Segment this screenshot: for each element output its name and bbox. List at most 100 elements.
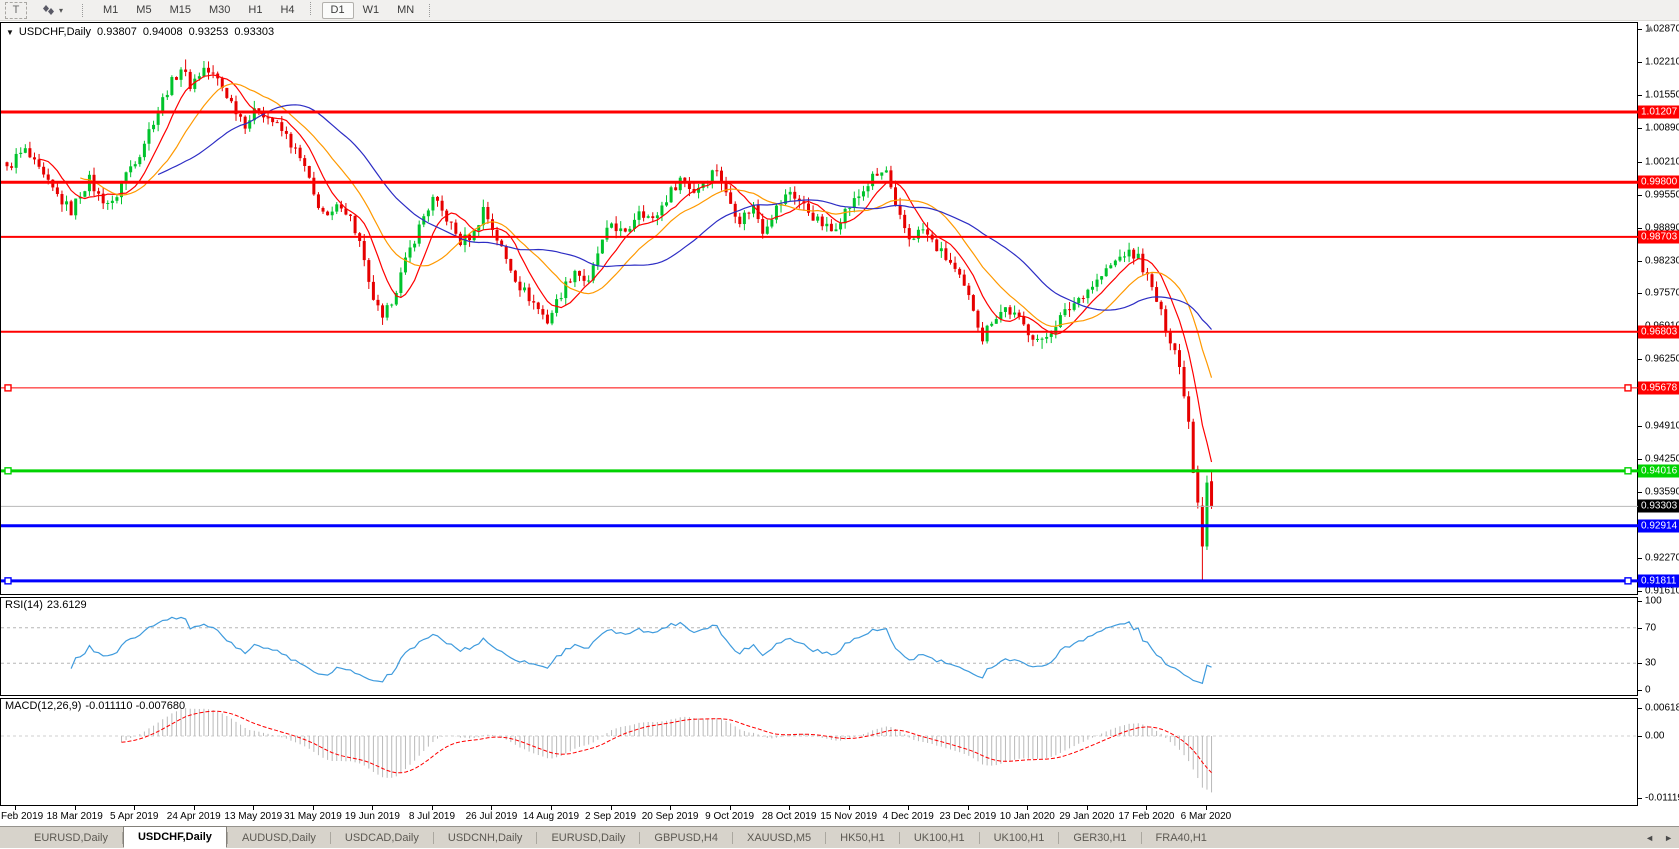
date-label: 2 Sep 2019 (584, 811, 637, 822)
tab-separator (121, 831, 123, 844)
tab-uk100-h1[interactable]: UK100,H1 (913, 831, 965, 844)
price-line-label-0.91811[interactable]: 0.91811 (1638, 574, 1679, 588)
tab-separator (329, 831, 331, 844)
price-tick-label: 1.02210 (1645, 56, 1679, 68)
chart-tabs-bar: EURUSD,Daily USDCHF,Daily AUDUSD,Daily USDC… (0, 825, 1679, 848)
text-tool-button[interactable]: T (5, 1, 27, 19)
tab-separator (536, 831, 538, 844)
axis-tick (1638, 708, 1642, 709)
timeframe-button-d1[interactable]: D1 (321, 1, 354, 19)
date-label: 19 Jun 2019 (344, 811, 400, 822)
tab-scroll-right-icon[interactable]: ► (1664, 833, 1673, 843)
cursor-style-dropdown-button[interactable]: ▾ (33, 2, 72, 19)
macd-signal-line (121, 710, 1212, 774)
date-tick (1205, 806, 1207, 810)
tab-fra40-h1[interactable]: FRA40,H1 (1155, 831, 1207, 844)
timeframe-button-m5[interactable]: M5 (136, 4, 152, 16)
price-line-label-0.96803[interactable]: 0.96803 (1638, 325, 1679, 339)
price-tick-label: 0.92270 (1645, 552, 1679, 564)
line-handle[interactable] (1624, 577, 1632, 585)
toolbar-grip[interactable] (429, 3, 435, 17)
date-label: 14 Aug 2019 (522, 811, 580, 822)
ma-fast-line[interactable] (38, 74, 1213, 463)
macd-tick-label: 0.00 (1645, 730, 1665, 742)
price-line-label-0.99800[interactable]: 0.99800 (1638, 175, 1679, 189)
price-chart-panel[interactable]: ▼ USDCHF,Daily 0.93807 0.94008 0.93253 0.9330… (0, 22, 1638, 595)
timeframe-button-m15[interactable]: M15 (169, 4, 191, 16)
timeframe-button-w1[interactable]: W1 (362, 4, 380, 16)
rsi-tick-label: 0 (1645, 684, 1651, 696)
date-tick (848, 806, 850, 810)
axis-tick (1638, 426, 1642, 428)
axis-tick (1638, 293, 1642, 295)
tab-usdcad-daily[interactable]: USDCAD,Daily (344, 831, 419, 844)
date-label: 31 May 2019 (283, 811, 342, 822)
tab-xauusd-m5[interactable]: XAUUSD,M5 (746, 831, 812, 844)
axis-tick (1638, 690, 1642, 691)
toolbar-grip[interactable] (82, 3, 88, 17)
axis-tick (1638, 663, 1642, 665)
axis-tick (1638, 798, 1642, 799)
tab-scroll-left-icon[interactable]: ◄ (1645, 833, 1655, 843)
date-label: 29 Jan 2020 (1059, 811, 1115, 822)
candlestick-chart[interactable] (1, 23, 1638, 594)
price-tick-label: 1.01550 (1645, 89, 1679, 101)
rsi-panel[interactable]: RSI(14) 23.6129 (0, 597, 1638, 696)
ma-slow-line[interactable] (157, 104, 1212, 330)
price-line-label-0.92914[interactable]: 0.92914 (1638, 519, 1679, 533)
price-line-label-1.01207[interactable]: 1.01207 (1638, 105, 1679, 119)
tab-gbpusd-h4[interactable]: GBPUSD,H4 (654, 831, 718, 844)
date-tick (253, 806, 255, 810)
price-tick-label: 0.96250 (1645, 353, 1679, 365)
line-handle[interactable] (1624, 467, 1632, 475)
line-handle[interactable] (4, 577, 12, 585)
tab-eurusd-daily[interactable]: EURUSD,Daily (551, 831, 626, 844)
timeframe-button-m30[interactable]: M30 (208, 4, 231, 16)
tab-uk100-h1[interactable]: UK100,H1 (993, 831, 1045, 844)
macd-histogram (121, 708, 1213, 793)
tab-eurusd-daily[interactable]: EURUSD,Daily (34, 831, 108, 844)
macd-plot[interactable] (1, 699, 1638, 805)
timeframe-button-h4[interactable]: H4 (280, 4, 295, 16)
date-label: 8 Jul 2019 (408, 811, 456, 822)
price-line-label-0.95678[interactable]: 0.95678 (1638, 381, 1679, 395)
price-line-label-0.94016[interactable]: 0.94016 (1638, 464, 1679, 478)
date-tick (431, 806, 433, 810)
chart-dropdown-icon[interactable]: ▼ (6, 28, 14, 37)
tab-separator (432, 831, 434, 844)
date-label: 23 Dec 2019 (939, 811, 997, 822)
line-handle[interactable] (4, 384, 12, 392)
date-tick (491, 806, 493, 810)
date-label: 9 Oct 2019 (705, 811, 755, 822)
macd-panel[interactable]: MACD(12,26,9) -0.011110 -0.007680 (0, 698, 1638, 806)
line-handle[interactable] (4, 467, 12, 475)
axis-tick (1638, 29, 1642, 30)
top-toolbar: T ▾ M1 M5 M15 M30 H1 H4 D1 W1 MN (0, 0, 1679, 21)
ma-mid-line[interactable] (80, 83, 1213, 378)
price-line-label-0.98703[interactable]: 0.98703 (1638, 230, 1679, 244)
axis-tick (1638, 260, 1642, 262)
tab-usdcnh-daily[interactable]: USDCNH,Daily (447, 831, 523, 844)
timeframe-button-h1[interactable]: H1 (248, 4, 263, 16)
tab-ger30-h1[interactable]: GER30,H1 (1073, 831, 1127, 844)
timeframe-button-mn[interactable]: MN (397, 4, 415, 16)
axis-tick (1638, 61, 1642, 63)
tab-separator (978, 831, 980, 844)
tab-audusd-daily[interactable]: AUDUSD,Daily (241, 831, 316, 844)
macd-tick-label: 0.006186 (1645, 702, 1679, 714)
line-handle[interactable] (1624, 384, 1632, 392)
price-tick-label: 1.00890 (1645, 122, 1679, 134)
scroll-up-marker-icon[interactable]: ▲ (1646, 23, 1655, 33)
date-label: 24 Apr 2019 (166, 811, 221, 822)
toolbar-grip (309, 1, 316, 15)
price-axis[interactable]: 1.02870 1.02210 1.01550 1.00890 1.00210 0.995… (1638, 22, 1679, 806)
axis-tick (1638, 127, 1642, 129)
chart-title: ▼ USDCHF,Daily 0.93807 0.94008 0.93253 0.9330… (6, 26, 280, 38)
timeframe-button-m1[interactable]: M1 (103, 4, 119, 16)
macd-tick-label: -0.011193 (1645, 792, 1679, 804)
tab-hk50-h1[interactable]: HK50,H1 (840, 831, 885, 844)
rsi-plot[interactable] (1, 598, 1638, 695)
date-label: 15 Nov 2019 (820, 811, 878, 822)
tab-usdchf-daily[interactable]: USDCHF,Daily (122, 825, 227, 848)
